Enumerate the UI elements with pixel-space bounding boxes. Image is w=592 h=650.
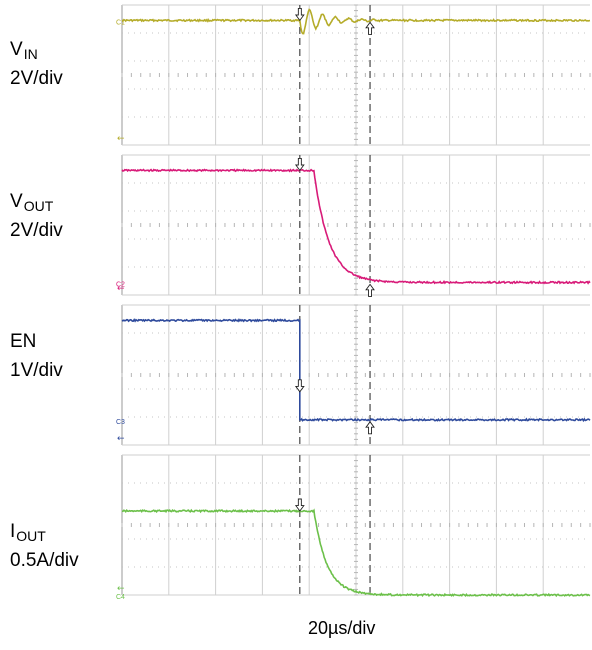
- cursor-arrow-down-icon: [294, 379, 305, 393]
- channel-label-vout: VOUT 2V/div: [10, 192, 63, 240]
- waveform-c3: [121, 318, 591, 423]
- waveform-c4: [121, 508, 591, 598]
- channel-symbol: EN: [10, 331, 37, 352]
- trigger-arrow-icon: ←: [117, 434, 125, 444]
- cursor-arrow-down-icon: [294, 157, 305, 172]
- channel-label-vin: VIN 2V/div: [10, 40, 63, 88]
- channel-symbol: VOUT: [10, 191, 54, 214]
- cursor-arrow-up-icon: [365, 283, 375, 297]
- trigger-arrow-icon: ←: [117, 284, 125, 294]
- channel-marker: C1: [116, 19, 125, 26]
- channel-marker: C2: [116, 281, 125, 288]
- channel-scale: 2V/div: [10, 220, 63, 241]
- cursor-arrow-up-icon: [365, 21, 375, 35]
- channel-label-en: EN 1V/div: [10, 332, 63, 380]
- cursor-arrow-up-icon: [365, 421, 375, 435]
- waveform-c1: [122, 8, 591, 35]
- channel-scale: 0.5A/div: [10, 550, 79, 571]
- channel-scale: 2V/div: [10, 68, 63, 89]
- channel-marker: C3: [116, 419, 125, 426]
- channel-scale: 1V/div: [10, 360, 63, 381]
- channel-symbol: VIN: [10, 39, 38, 62]
- channel-label-iout: IOUT 0.5A/div: [10, 522, 79, 570]
- cursor-arrow-down-icon: [294, 7, 305, 22]
- waveform-c2: [121, 168, 591, 285]
- trigger-arrow-icon: ←: [117, 134, 125, 144]
- timebase-label: 20µs/div: [308, 618, 376, 638]
- channel-symbol: IOUT: [10, 521, 46, 544]
- channel-marker: C4: [116, 594, 125, 601]
- cursor-arrow-down-icon: [294, 498, 305, 512]
- trigger-arrow-icon: ←: [117, 584, 125, 594]
